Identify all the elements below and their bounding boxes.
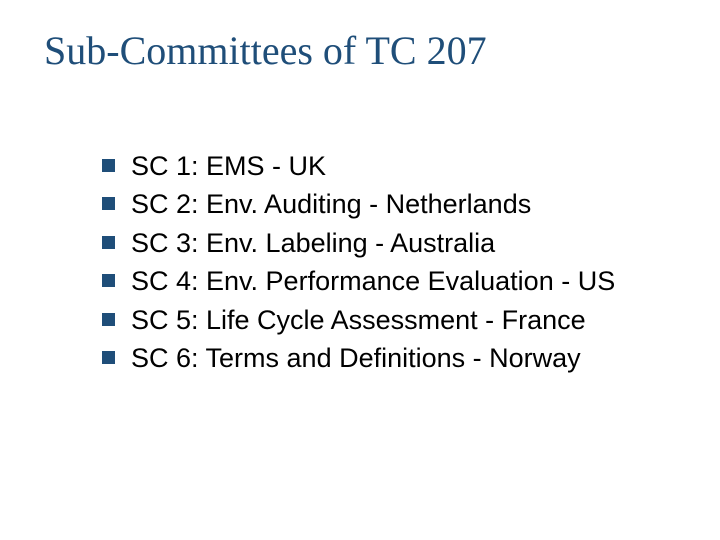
slide-title: Sub-Committees of TC 207 (44, 28, 676, 74)
square-bullet-icon (102, 313, 115, 326)
list-item-text: SC 1: EMS - UK (131, 148, 326, 184)
square-bullet-icon (102, 236, 115, 249)
list-item-text: SC 4: Env. Performance Evaluation - US (131, 263, 615, 299)
square-bullet-icon (102, 197, 115, 210)
square-bullet-icon (102, 351, 115, 364)
list-item: SC 4: Env. Performance Evaluation - US (102, 263, 676, 299)
list-item: SC 3: Env. Labeling - Australia (102, 225, 676, 261)
list-item: SC 6: Terms and Definitions - Norway (102, 340, 676, 376)
list-item-text: SC 6: Terms and Definitions - Norway (131, 340, 581, 376)
bullet-list: SC 1: EMS - UK SC 2: Env. Auditing - Net… (102, 148, 676, 377)
list-item: SC 1: EMS - UK (102, 148, 676, 184)
list-item-text: SC 3: Env. Labeling - Australia (131, 225, 495, 261)
square-bullet-icon (102, 274, 115, 287)
list-item-text: SC 2: Env. Auditing - Netherlands (131, 186, 531, 222)
list-item: SC 5: Life Cycle Assessment - France (102, 302, 676, 338)
square-bullet-icon (102, 159, 115, 172)
list-item: SC 2: Env. Auditing - Netherlands (102, 186, 676, 222)
slide: Sub-Committees of TC 207 SC 1: EMS - UK … (0, 0, 720, 540)
list-item-text: SC 5: Life Cycle Assessment - France (131, 302, 586, 338)
